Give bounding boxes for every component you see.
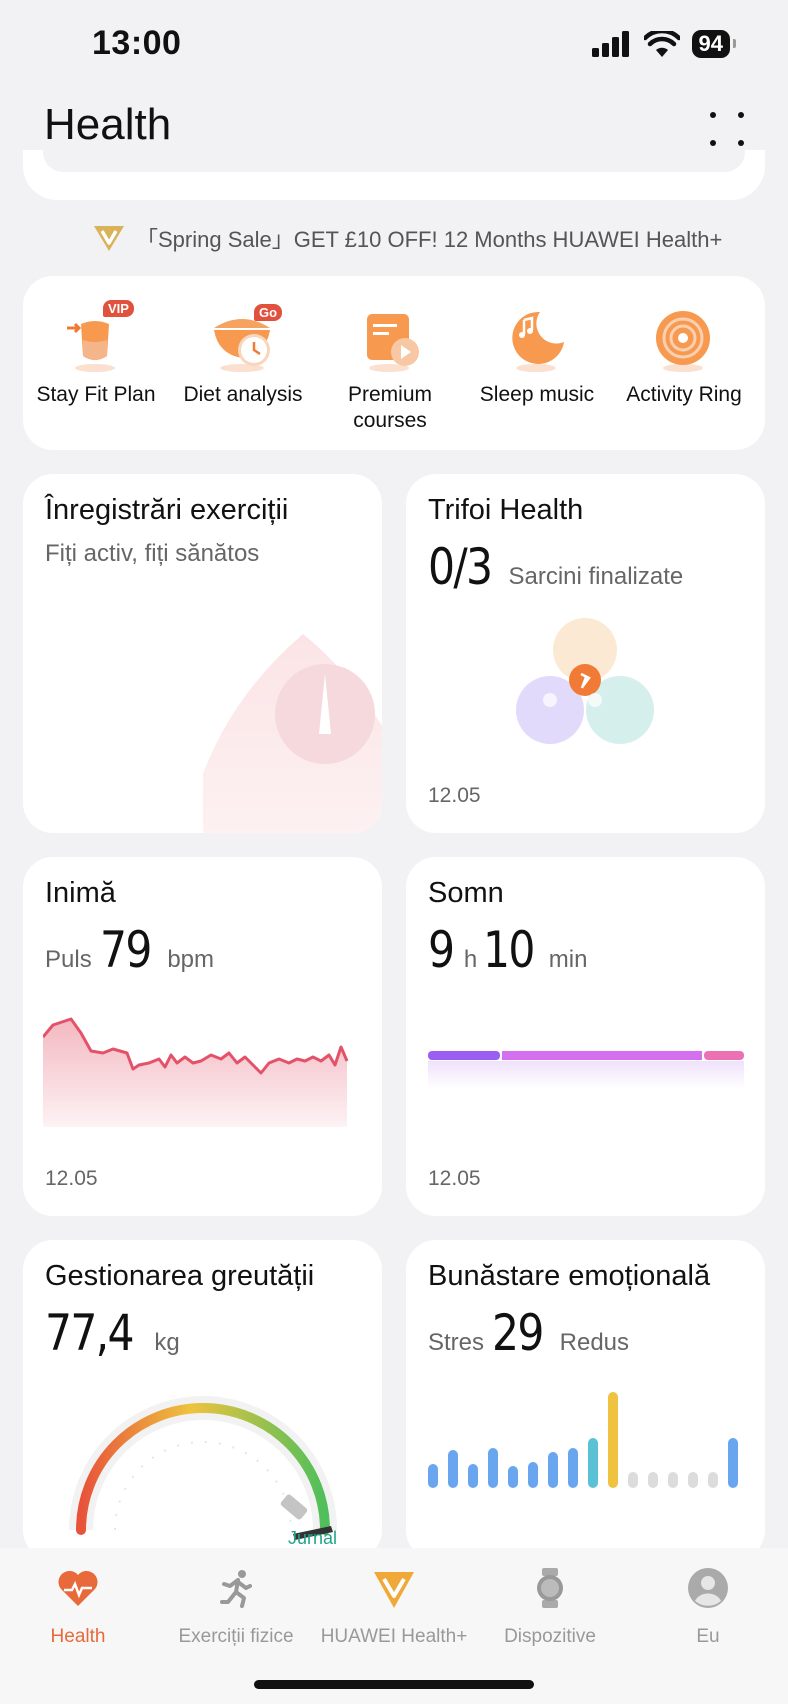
clover-graphic	[516, 618, 654, 744]
quick-label: Premium courses	[347, 383, 432, 432]
bottom-tab-bar: Health Exerciții fizice HUAWEI Health+ D…	[0, 1548, 788, 1704]
tab-label: Eu	[696, 1626, 720, 1647]
quick-label: Sleep music	[479, 383, 595, 406]
sleep-minutes: 10	[483, 921, 535, 979]
quick-stay-fit-plan[interactable]: VIP Stay Fit Plan	[21, 300, 171, 408]
quick-label: Diet analysis	[183, 383, 303, 406]
sleep-music-icon	[500, 304, 574, 372]
tab-me[interactable]: Eu	[628, 1566, 788, 1648]
card-date: 12.05	[428, 1167, 481, 1190]
exercise-drop-illustration	[203, 634, 382, 833]
watch-icon	[537, 1568, 563, 1608]
tab-label: Dispozitive	[504, 1626, 596, 1647]
quick-sleep-music[interactable]: Sleep music	[462, 304, 612, 408]
card-date: 12.05	[428, 784, 481, 807]
quick-diet-analysis[interactable]: Go Diet analysis	[168, 304, 318, 408]
status-icons: 94	[591, 30, 737, 58]
card-title: Somn	[428, 877, 504, 909]
card-title: Înregistrări exerciții	[45, 494, 289, 526]
journal-link[interactable]: Jurnal	[288, 1528, 338, 1548]
health-clover-card[interactable]: Trifoi Health 0/3 Sarcini finalizate 12.…	[406, 474, 765, 833]
weight-value: 77,4	[45, 1304, 135, 1362]
weight-unit: kg	[154, 1329, 180, 1356]
status-time: 13:00	[92, 24, 182, 62]
signal-icon	[591, 31, 629, 57]
sleep-hours: 9	[428, 921, 455, 979]
card-subtitle: Fiți activ, fiți sănătos	[45, 540, 260, 567]
tab-label: Health	[50, 1626, 106, 1647]
stress-bar-chart	[428, 1392, 738, 1488]
stress-value: 29	[492, 1304, 544, 1362]
emotional-wellbeing-card[interactable]: Bunăstare emoțională Stres 29 Redus	[406, 1240, 765, 1560]
tab-health[interactable]: Health	[0, 1566, 158, 1648]
stay-fit-icon: VIP	[59, 300, 134, 372]
runner-icon	[220, 1570, 252, 1608]
home-indicator[interactable]	[254, 1680, 534, 1689]
heart-pulse-icon	[58, 1570, 98, 1606]
weight-card[interactable]: Gestionarea greutății 77,4 kg Jurnal	[23, 1240, 382, 1560]
quick-label: Activity Ring	[626, 383, 742, 406]
weight-gauge	[69, 1396, 337, 1540]
sleep-card[interactable]: Somn 9 h 10 min 12.05	[406, 857, 765, 1216]
exercise-records-card[interactable]: Înregistrări exerciții Fiți activ, fiți …	[23, 474, 382, 833]
scrolled-card-bottom	[23, 150, 765, 200]
stress-prefix: Stres	[428, 1329, 485, 1356]
tab-devices[interactable]: Dispozitive	[470, 1566, 630, 1648]
promo-text: 「Spring Sale」GET £10 OFF! 12 Months HUAW…	[136, 227, 723, 252]
diet-bowl-icon: Go	[206, 304, 283, 372]
vip-badge: VIP	[103, 300, 134, 317]
tab-label: HUAWEI Health+	[320, 1626, 468, 1647]
sleep-stages-bar	[428, 1051, 744, 1089]
card-title: Trifoi Health	[428, 494, 584, 526]
tab-health-plus[interactable]: HUAWEI Health+	[314, 1566, 474, 1648]
clover-value: 0/3	[428, 538, 493, 596]
quick-activity-ring[interactable]: Activity Ring	[609, 304, 759, 408]
quick-premium-courses[interactable]: Premium courses	[315, 304, 465, 434]
sleep-minutes-unit: min	[548, 946, 588, 973]
quick-access-panel: VIP Stay Fit Plan Go Diet analysis	[23, 276, 765, 450]
tab-label: Exerciții fizice	[178, 1626, 294, 1647]
pulse-value: 79	[99, 921, 152, 979]
wifi-icon	[643, 31, 680, 57]
sleep-hours-unit: h	[463, 946, 478, 973]
card-title: Inimă	[45, 877, 116, 909]
card-title: Gestionarea greutății	[45, 1260, 315, 1292]
promo-banner[interactable]: 「Spring Sale」GET £10 OFF! 12 Months HUAW…	[92, 222, 722, 254]
card-date: 12.05	[45, 1167, 98, 1190]
activity-ring-icon	[647, 304, 721, 372]
go-badge: Go	[254, 304, 283, 321]
profile-icon	[688, 1568, 728, 1608]
card-title: Bunăstare emoțională	[428, 1260, 711, 1292]
heart-rate-chart	[43, 1017, 349, 1127]
stress-label: Redus	[559, 1329, 630, 1356]
health-plus-icon	[374, 1572, 414, 1608]
pulse-prefix: Puls	[45, 946, 92, 973]
pulse-unit: bpm	[167, 946, 214, 973]
courses-play-icon	[353, 304, 427, 372]
heart-card[interactable]: Inimă Puls 79 bpm 12.05	[23, 857, 382, 1216]
clover-label: Sarcini finalizate	[508, 563, 684, 590]
battery-indicator: 94	[691, 30, 737, 58]
health-plus-icon	[94, 226, 124, 251]
more-options-icon[interactable]	[710, 112, 744, 146]
quick-label: Stay Fit Plan	[36, 383, 156, 406]
tab-exercise[interactable]: Exerciții fizice	[156, 1566, 316, 1648]
page-title: Health	[44, 100, 172, 149]
